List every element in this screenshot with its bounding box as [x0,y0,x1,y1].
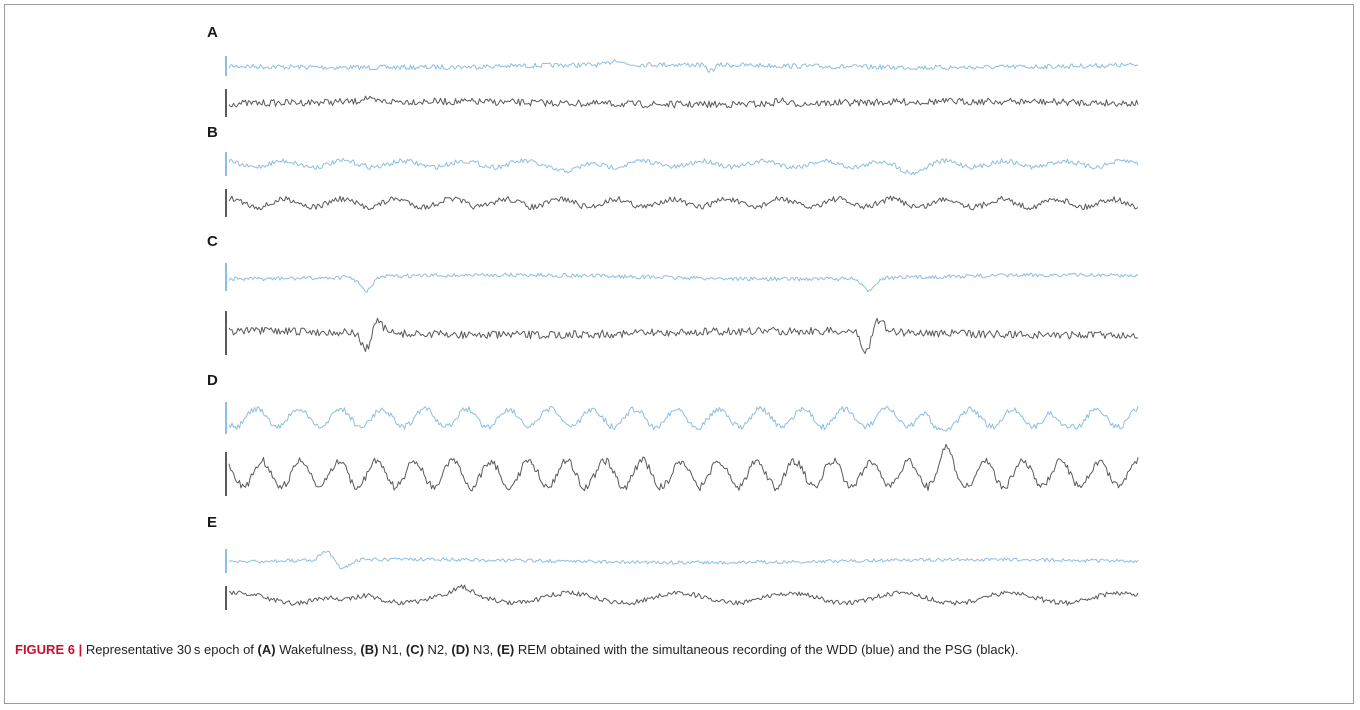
wdd-trace-b [228,158,1139,176]
caption-intro: Representative 30 s epoch of [82,642,258,657]
panel-letter-e: E [207,514,217,531]
psg-trace-c [228,317,1139,354]
eeg-figure: A B C D E [207,24,1139,610]
caption-text-a: Wakefulness, [275,642,361,657]
caption-tag-a: (A) [257,642,276,657]
caption-tag-c: (C) [405,642,424,657]
caption-text-c: N2, [423,642,452,657]
panel-letter-a: A [207,24,218,41]
caption-text-e: REM obtained with the simultaneous recor… [514,642,1019,657]
wdd-trace-a [228,59,1139,74]
figure-frame [4,4,1354,704]
psg-trace-b [228,195,1139,211]
figure-caption: FIGURE 6 | Representative 30 s epoch of … [15,640,1345,660]
caption-tag-d: (D) [451,642,470,657]
psg-trace-d [228,443,1139,492]
panel-letter-c: C [207,233,218,250]
caption-tag-b: (B) [360,642,379,657]
panel-letter-d: D [207,372,218,389]
caption-tag-e: (E) [496,642,515,657]
psg-trace-a [228,95,1139,109]
trace-layer [225,56,1139,610]
caption-text-d: N3, [469,642,497,657]
wdd-trace-d [228,405,1139,432]
psg-trace-e [228,584,1139,606]
caption-text-b: N1, [378,642,406,657]
wdd-trace-c [228,272,1139,293]
panel-letter-b: B [207,124,218,141]
caption-label: FIGURE 6 | [15,642,83,657]
wdd-trace-e [228,550,1139,570]
